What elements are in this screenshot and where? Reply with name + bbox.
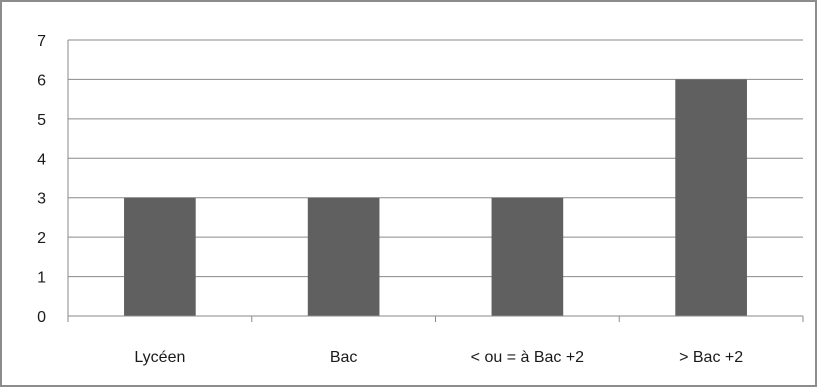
y-tick-label-4: 4 — [37, 151, 46, 168]
y-tick-label-1: 1 — [37, 270, 46, 287]
y-tick-label-6: 6 — [37, 72, 46, 89]
bar-3 — [675, 79, 747, 316]
bars — [124, 79, 747, 316]
bar-1 — [307, 197, 380, 316]
y-tick-labels: 0 1 2 3 4 5 6 7 — [37, 33, 46, 326]
y-tick-label-2: 2 — [37, 230, 46, 247]
x-tick-labels: Lycéen Bac < ou = à Bac +2 > Bac +2 — [134, 349, 743, 366]
bar-chart: 0 1 2 3 4 5 6 7 Lycéen Bac < ou = à Bac +2 > Bac +… — [37, 33, 804, 366]
axes — [67, 40, 804, 322]
x-tick-label-1: Bac — [330, 349, 358, 366]
y-tick-label-0: 0 — [37, 309, 46, 326]
x-tick-label-2: < ou = à Bac +2 — [471, 349, 585, 366]
bar-0 — [124, 197, 196, 316]
x-tick-label-0: Lycéen — [134, 349, 185, 366]
bar-2 — [491, 197, 564, 316]
y-tick-label-5: 5 — [37, 112, 46, 129]
y-tick-label-3: 3 — [37, 191, 46, 208]
x-tick-label-3: > Bac +2 — [679, 349, 743, 366]
y-tick-label-7: 7 — [37, 33, 46, 50]
